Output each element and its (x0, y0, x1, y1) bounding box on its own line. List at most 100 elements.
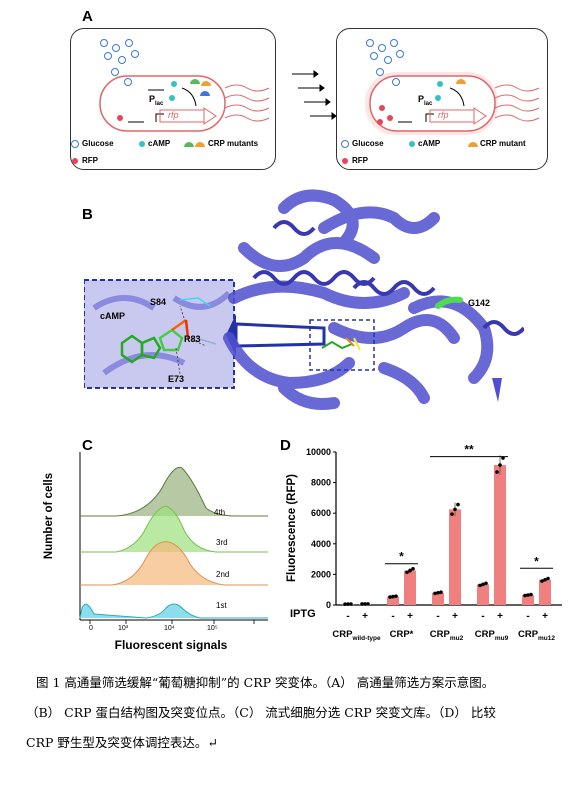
data-point (498, 463, 502, 467)
data-point (484, 581, 488, 586)
legend-rfp-right: RFP (352, 156, 368, 165)
bar (404, 570, 416, 605)
data-point (543, 577, 547, 582)
camp-icon (169, 81, 177, 101)
data-point (501, 456, 505, 460)
plac-label-left: Plac (149, 94, 164, 107)
data-point (481, 582, 485, 587)
data-point (363, 602, 367, 606)
caption-line-2: （B） CRP 蛋白结构图及突变位点。（C） 流式细胞分选 CRP 突变文库。（… (26, 705, 496, 720)
glucose-icon (100, 39, 139, 86)
iptg-sign: + (452, 611, 458, 622)
y-tick-label: 10000 (306, 447, 331, 457)
iptg-sign: + (497, 611, 503, 622)
group-label: CRPmu9 (475, 629, 509, 642)
data-point (360, 602, 364, 606)
panel-c-label: C (82, 437, 93, 454)
rfp-gene-label-left: rfp (168, 110, 179, 120)
label-camp: cAMP (100, 311, 126, 321)
iptg-sign: - (481, 611, 484, 622)
flow-histograms (79, 452, 268, 624)
data-point (453, 507, 457, 512)
label-g142: G142 (468, 298, 491, 308)
bacterial-cell-left (99, 75, 270, 132)
label-s84: S84 (150, 297, 167, 307)
bar (387, 596, 399, 605)
data-point (411, 567, 415, 571)
legend-camp-right: cAMP (418, 139, 441, 148)
round-label-2nd: 2nd (216, 570, 230, 579)
legend-mutant-right: CRP mutant (480, 139, 526, 148)
bacterial-cell-right (365, 72, 540, 135)
y-tick-label: 8000 (311, 478, 331, 488)
panel-a-label: A (82, 8, 93, 25)
data-point (540, 579, 544, 583)
rfp-dot-icon (117, 115, 123, 121)
significance-mark: * (534, 554, 539, 568)
y-tick-label: 2000 (311, 569, 331, 579)
data-point (456, 502, 460, 507)
data-point (529, 592, 533, 597)
iptg-sign: + (407, 611, 413, 622)
significance-mark: ** (464, 443, 474, 457)
panel-c-xlabel: Fluorescent signals (114, 638, 228, 652)
round-label-1st: 1st (216, 601, 227, 610)
bar (477, 584, 489, 605)
panel-d-ylabel: Fluorescence (RFP) (286, 474, 298, 582)
legend-glucose-right: Glucose (352, 139, 384, 148)
round-label-3rd: 3rd (216, 538, 228, 547)
label-r83: R83 (184, 334, 201, 344)
figure-caption: 图 1 高通量筛选缓解“葡萄糖抑制”的 CRP 突变体。（A） 高通量筛选方案示… (26, 668, 556, 758)
legend-glucose-left: Glucose (82, 139, 114, 148)
y-tick-label: 6000 (311, 508, 331, 518)
iptg-sign: + (542, 611, 548, 622)
caption-line-3: CRP 野生型及突变体调控表达。↵ (26, 735, 218, 750)
c-xtick-0: 0 (89, 625, 93, 632)
panel-a-drawing (71, 39, 540, 164)
data-point (366, 602, 370, 606)
y-tick-label: 4000 (311, 539, 331, 549)
c-xtick-3: 10⁵ (207, 625, 218, 632)
panel-c-ylabel: Number of cells (43, 472, 55, 560)
data-point (523, 593, 527, 598)
data-point (436, 590, 440, 595)
crp-mutants-icon (190, 79, 211, 96)
data-point (343, 602, 347, 606)
data-point (450, 512, 454, 516)
group-label: CRPmu12 (518, 629, 555, 642)
round-label-4th: 4th (214, 508, 226, 517)
plac-label-right: Plac (418, 94, 433, 107)
significance-mark: * (399, 550, 404, 564)
data-point (408, 568, 412, 573)
legend-mutants-left: CRP mutants (208, 139, 259, 148)
group-label: CRPwild-type (332, 629, 381, 642)
iptg-sign: - (346, 611, 349, 622)
panel-d-label: D (280, 437, 291, 454)
iptg-sign: + (362, 611, 368, 622)
iptg-sign: - (391, 611, 394, 622)
data-point (391, 594, 395, 599)
caption-line-1: 图 1 高通量筛选缓解“葡萄糖抑制”的 CRP 突变体。（A） 高通量筛选方案示… (36, 675, 495, 690)
label-e73: E73 (168, 374, 185, 384)
data-point (546, 576, 550, 581)
rfp-gene-label-right: rfp (438, 110, 449, 120)
bar (539, 579, 551, 605)
data-point (433, 591, 437, 596)
iptg-label: IPTG (290, 608, 316, 620)
protein-structure (84, 189, 524, 410)
legend-camp-left: cAMP (148, 139, 171, 148)
group-label: CRP* (390, 629, 414, 640)
data-point (478, 583, 482, 588)
data-point (349, 602, 353, 606)
y-tick-label: 0 (326, 600, 331, 610)
c-xtick-2: 10⁴ (164, 625, 175, 632)
bar (432, 592, 444, 605)
data-point (394, 594, 398, 598)
data-point (439, 590, 443, 594)
data-point (388, 595, 392, 599)
data-point (526, 593, 530, 597)
bar (449, 509, 461, 605)
c-xtick-1: 10³ (118, 625, 129, 632)
iptg-sign: - (436, 611, 439, 622)
